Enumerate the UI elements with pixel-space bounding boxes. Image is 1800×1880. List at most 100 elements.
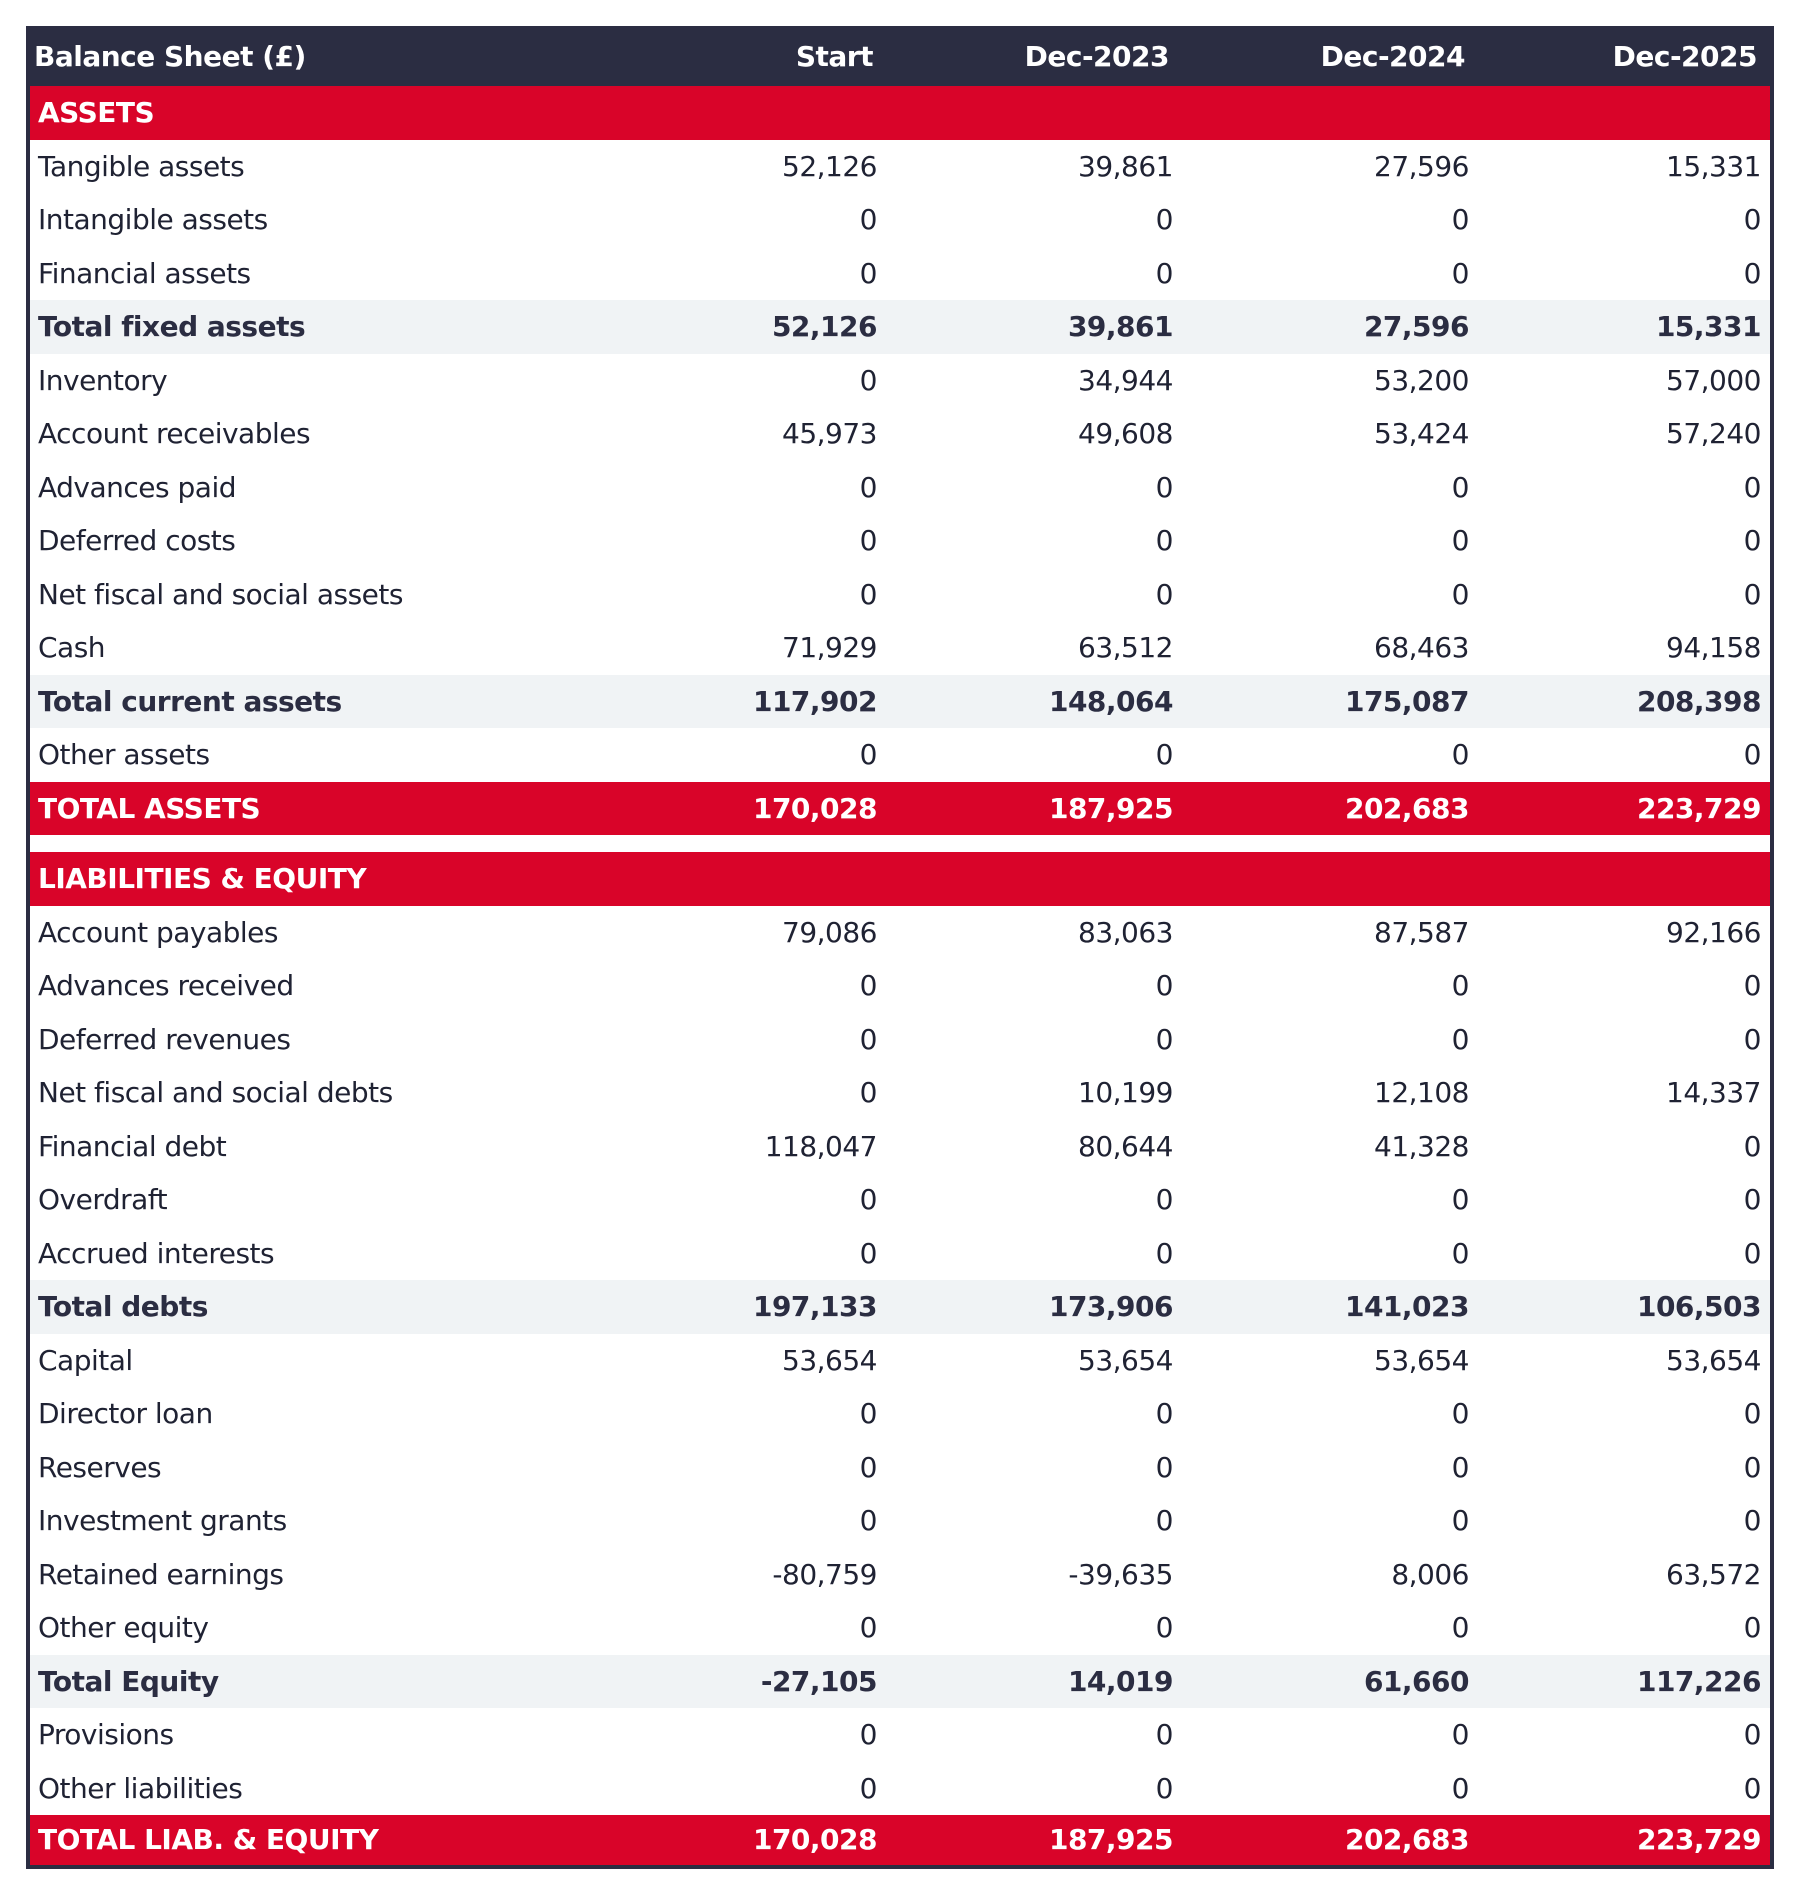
row-value: 0 (1451, 1450, 1470, 1484)
row-label: Other equity (38, 1611, 209, 1645)
column-header-dec-2023: Dec-2023 (1024, 39, 1170, 73)
row-value: 57,240 (1666, 417, 1761, 451)
row-label: Other assets (38, 738, 210, 772)
row-label: Director loan (38, 1397, 213, 1431)
row-label: Total fixed assets (38, 310, 306, 344)
row-label: TOTAL LIAB. & EQUITY (38, 1823, 379, 1857)
row-value: 117,902 (752, 684, 878, 718)
row-value: 223,729 (1636, 1823, 1762, 1857)
row-value: 41,328 (1374, 1129, 1469, 1163)
row-value: 0 (859, 1076, 878, 1110)
row-value: 92,166 (1666, 915, 1761, 949)
row-value: 53,654 (1374, 1343, 1469, 1377)
row-value: 0 (859, 363, 878, 397)
row-value: 94,158 (1666, 631, 1761, 665)
row-value: 0 (859, 1611, 878, 1645)
row-value: 0 (1743, 1504, 1762, 1538)
row-value: 0 (1451, 1183, 1470, 1217)
row-value: 87,587 (1374, 915, 1469, 949)
row-value: 0 (1743, 969, 1762, 1003)
row-value: 0 (1743, 1022, 1762, 1056)
row-label: Net fiscal and social assets (38, 577, 403, 611)
subtotal-row: Total current assets 117,902 148,064 175,08… (26, 674, 1774, 728)
row-label: Investment grants (38, 1504, 287, 1538)
section-gap (26, 835, 1774, 852)
row-value: 53,200 (1374, 363, 1469, 397)
row-value: 0 (1155, 738, 1174, 772)
table-header: Balance Sheet (£) Start Dec-2023 Dec-202… (26, 26, 1774, 86)
row-label: Overdraft (38, 1183, 168, 1217)
row-value: 148,064 (1048, 684, 1174, 718)
row-value: 53,654 (1666, 1343, 1761, 1377)
row-value: -80,759 (772, 1557, 877, 1591)
row-value: 0 (1451, 256, 1470, 290)
row-label: Total debts (38, 1290, 208, 1324)
row-value: 0 (1743, 1771, 1762, 1805)
row-label: Account payables (38, 915, 278, 949)
table-row: Provisions 0 0 0 0 (26, 1708, 1774, 1762)
row-value: 0 (1451, 1771, 1470, 1805)
row-value: 0 (1743, 524, 1762, 558)
row-value: 0 (859, 1718, 878, 1752)
row-value: 52,126 (771, 310, 878, 344)
table-row: Tangible assets 52,126 39,861 27,596 15,331 (26, 139, 1774, 193)
table-row: Other liabilities 0 0 0 0 (26, 1761, 1774, 1815)
table-row: Cash 71,929 63,512 68,463 94,158 (26, 621, 1774, 675)
row-label: Financial assets (38, 256, 251, 290)
grand-total-row: TOTAL ASSETS 170,028 187,925 202,683 223,729 (26, 781, 1774, 835)
row-label: Financial debt (38, 1129, 227, 1163)
table-row: Deferred revenues 0 0 0 0 (26, 1012, 1774, 1066)
row-label: Provisions (38, 1718, 174, 1752)
table-row: Account payables 79,086 83,063 87,587 92,166 (26, 905, 1774, 959)
row-value: 0 (859, 738, 878, 772)
row-value: 170,028 (752, 791, 878, 825)
row-value: 0 (859, 1236, 878, 1270)
row-value: 0 (1155, 577, 1174, 611)
row-value: 0 (1451, 470, 1470, 504)
row-value: 0 (1743, 1611, 1762, 1645)
table-row: Accrued interests 0 0 0 0 (26, 1226, 1774, 1280)
row-value: 79,086 (782, 915, 877, 949)
row-label: Cash (38, 631, 106, 665)
balance-sheet-table: Balance Sheet (£) Start Dec-2023 Dec-202… (26, 26, 1774, 1869)
table-row: Director loan 0 0 0 0 (26, 1387, 1774, 1441)
row-value: 0 (1451, 1611, 1470, 1645)
row-value: 0 (859, 524, 878, 558)
row-value: 0 (1743, 577, 1762, 611)
row-label: Tangible assets (38, 149, 245, 183)
row-value: 15,331 (1655, 310, 1762, 344)
row-value: 0 (1155, 1611, 1174, 1645)
row-label: TOTAL ASSETS (38, 791, 261, 825)
row-value: 0 (1451, 203, 1470, 237)
row-value: 0 (1155, 524, 1174, 558)
row-value: 0 (1451, 1236, 1470, 1270)
table-row: Other assets 0 0 0 0 (26, 728, 1774, 782)
column-header-dec-2024: Dec-2024 (1320, 39, 1466, 73)
row-value: 0 (1743, 1397, 1762, 1431)
row-value: 45,973 (782, 417, 877, 451)
row-value: 57,000 (1666, 363, 1761, 397)
row-value: 63,512 (1078, 631, 1173, 665)
row-label: Intangible assets (38, 203, 268, 237)
row-value: 8,006 (1391, 1557, 1469, 1591)
row-value: 223,729 (1636, 791, 1762, 825)
row-value: 68,463 (1374, 631, 1469, 665)
row-label: Accrued interests (38, 1236, 275, 1270)
table-row: Reserves 0 0 0 0 (26, 1440, 1774, 1494)
column-header-dec-2025: Dec-2025 (1612, 39, 1758, 73)
row-value: 15,331 (1666, 149, 1761, 183)
row-value: 208,398 (1636, 684, 1762, 718)
row-value: 0 (1155, 1183, 1174, 1217)
row-value: 53,654 (1078, 1343, 1173, 1377)
row-value: 61,660 (1363, 1664, 1470, 1698)
section-title: LIABILITIES & EQUITY (38, 862, 367, 896)
row-value: 0 (1743, 738, 1762, 772)
table-row: Inventory 0 34,944 53,200 57,000 (26, 353, 1774, 407)
row-label: Net fiscal and social debts (38, 1076, 393, 1110)
row-value: 0 (859, 1450, 878, 1484)
row-value: 0 (859, 1183, 878, 1217)
row-value: 14,019 (1067, 1664, 1174, 1698)
row-label: Other liabilities (38, 1771, 243, 1805)
table-row: Investment grants 0 0 0 0 (26, 1494, 1774, 1548)
row-label: Total Equity (38, 1664, 219, 1698)
